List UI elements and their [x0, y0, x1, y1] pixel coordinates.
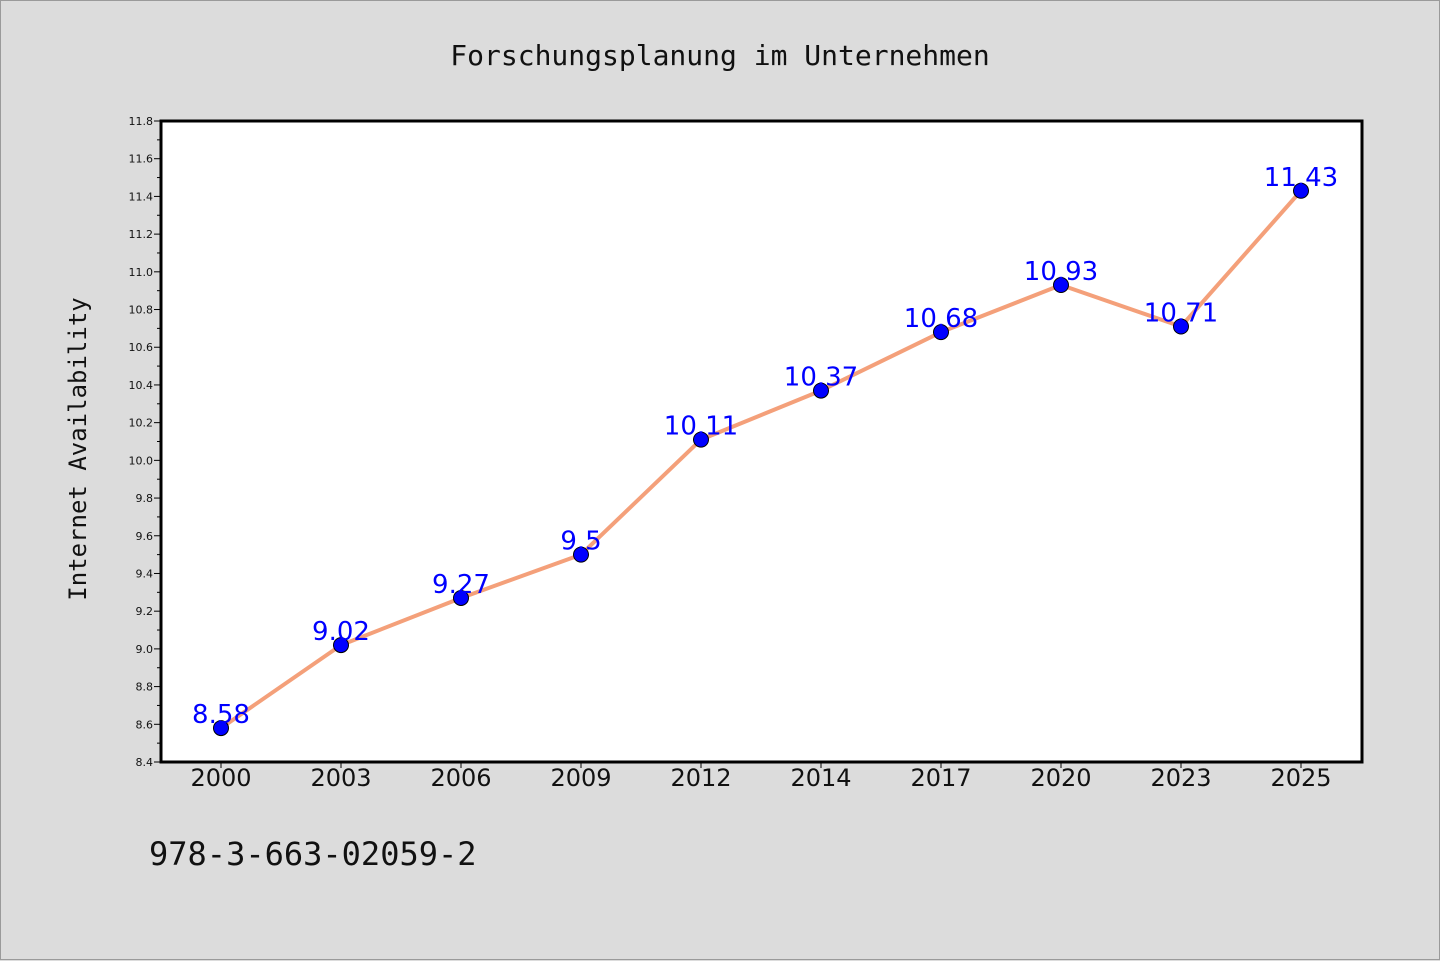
data-label: 11.43: [1264, 163, 1338, 193]
y-tick-label: 11.4: [129, 190, 154, 203]
data-point-marker: [333, 637, 349, 654]
chart-title: Forschungsplanung im Unternehmen: [450, 39, 989, 72]
isbn-footer: 978-3-663-02059-2: [149, 835, 477, 873]
y-tick-label: 10.0: [129, 454, 154, 467]
data-point-marker: [573, 546, 589, 563]
data-label: 9.5: [560, 527, 601, 557]
y-axis: 8.4 8.6 8.8 9.0 9.2 9.4 9.6 9.8 10.0 10.2 10.4 10.6…: [129, 115, 161, 769]
data-point-marker: [213, 720, 229, 737]
y-tick-label: 10.4: [129, 379, 154, 392]
x-tick-label: 2014: [790, 764, 851, 792]
y-tick-label: 11.0: [129, 266, 154, 279]
x-axis: 2000 2003 2006 2009 2012 2014 2017 2020 2023 2025: [190, 762, 1332, 792]
y-tick-label: 9.6: [136, 530, 154, 543]
y-tick-label: 10.6: [129, 341, 154, 354]
data-point-marker: [453, 589, 469, 606]
data-label: 10.71: [1144, 298, 1218, 328]
data-label: 9.27: [432, 570, 490, 600]
y-tick-label: 9.8: [136, 492, 154, 505]
x-tick-label: 2003: [310, 764, 371, 792]
y-tick-label: 8.8: [136, 681, 154, 694]
y-tick-label: 11.8: [129, 115, 154, 128]
y-tick-label: 11.2: [129, 228, 154, 241]
data-label: 10.11: [664, 412, 738, 442]
y-tick-label: 10.2: [129, 417, 154, 430]
y-tick-label: 9.2: [136, 605, 154, 618]
y-tick-label: 8.6: [136, 718, 154, 731]
data-point-marker: [933, 324, 949, 341]
y-axis-label: Internet Availability: [64, 297, 92, 600]
series-group: 8.58 9.02 9.27 9.5 10.11 10.37 10.68 10.93 10.71…: [192, 163, 1338, 737]
data-point-marker: [1293, 182, 1309, 199]
data-label: 9.02: [312, 617, 370, 647]
y-tick-label: 10.8: [129, 304, 154, 317]
data-point-marker: [1053, 277, 1069, 294]
x-tick-label: 2017: [910, 764, 971, 792]
data-label: 10.37: [784, 363, 858, 393]
data-point-marker: [1173, 318, 1189, 335]
plot-area: [159, 119, 1364, 764]
data-point-marker: [813, 382, 829, 399]
data-label: 10.93: [1024, 257, 1098, 287]
x-tick-label: 2023: [1150, 764, 1211, 792]
x-tick-label: 2000: [190, 764, 251, 792]
data-point-marker: [693, 431, 709, 448]
x-tick-label: 2025: [1270, 764, 1331, 792]
y-tick-label: 11.6: [129, 153, 154, 166]
data-label: 10.68: [904, 304, 978, 334]
y-tick-label: 9.4: [136, 567, 154, 580]
data-label: 8.58: [192, 700, 250, 730]
x-tick-label: 2012: [670, 764, 731, 792]
x-tick-label: 2009: [550, 764, 611, 792]
y-tick-label: 8.4: [136, 756, 154, 769]
x-tick-label: 2006: [430, 764, 491, 792]
x-tick-label: 2020: [1030, 764, 1091, 792]
y-tick-label: 9.0: [136, 643, 154, 656]
series-line: [219, 188, 1303, 731]
